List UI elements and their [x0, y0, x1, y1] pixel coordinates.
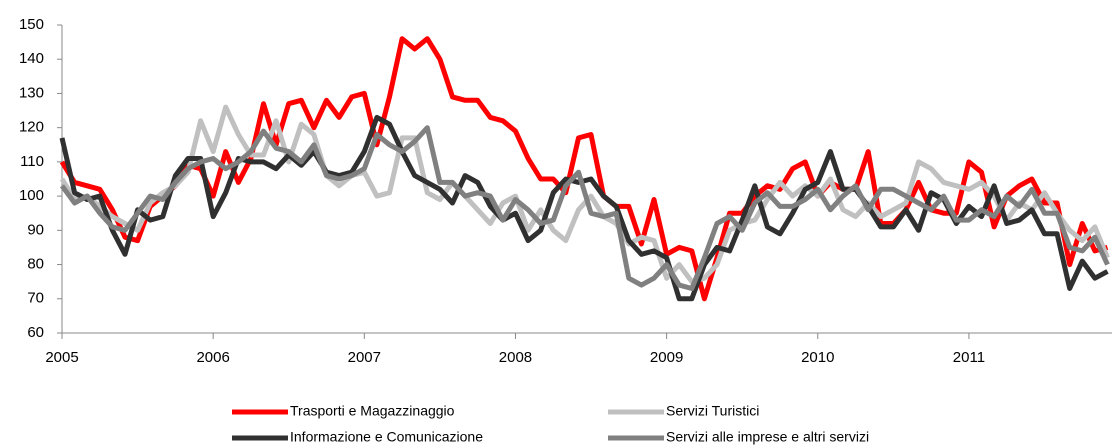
- x-tick-label: 2009: [650, 349, 683, 366]
- legend-label: Trasporti e Magazzinaggio: [290, 403, 455, 419]
- legend-label: Informazione e Comunicazione: [290, 429, 483, 445]
- y-tick-label: 60: [27, 324, 44, 341]
- x-tick-label: 2007: [348, 349, 381, 366]
- x-tick-label: 2005: [45, 349, 78, 366]
- x-tick-label: 2010: [801, 349, 834, 366]
- legend-label: Servizi alle imprese e altri servizi: [666, 429, 869, 445]
- y-tick-label: 70: [27, 290, 44, 307]
- y-tick-label: 90: [27, 221, 44, 238]
- legend-label: Servizi Turistici: [666, 403, 759, 419]
- y-tick-label: 80: [27, 256, 44, 273]
- y-tick-label: 100: [19, 187, 44, 204]
- y-tick-label: 130: [19, 84, 44, 101]
- y-tick-label: 110: [20, 153, 44, 170]
- series-line: [59, 125, 1110, 291]
- x-tick-label: 2008: [499, 349, 532, 366]
- y-tick-label: 150: [19, 16, 44, 33]
- x-tick-label: 2011: [953, 349, 985, 366]
- series-line: [59, 104, 1110, 285]
- y-tick-label: 120: [19, 119, 44, 136]
- y-tick-label: 140: [19, 50, 44, 67]
- series-line: [59, 36, 1109, 302]
- x-tick-label: 2006: [196, 349, 229, 366]
